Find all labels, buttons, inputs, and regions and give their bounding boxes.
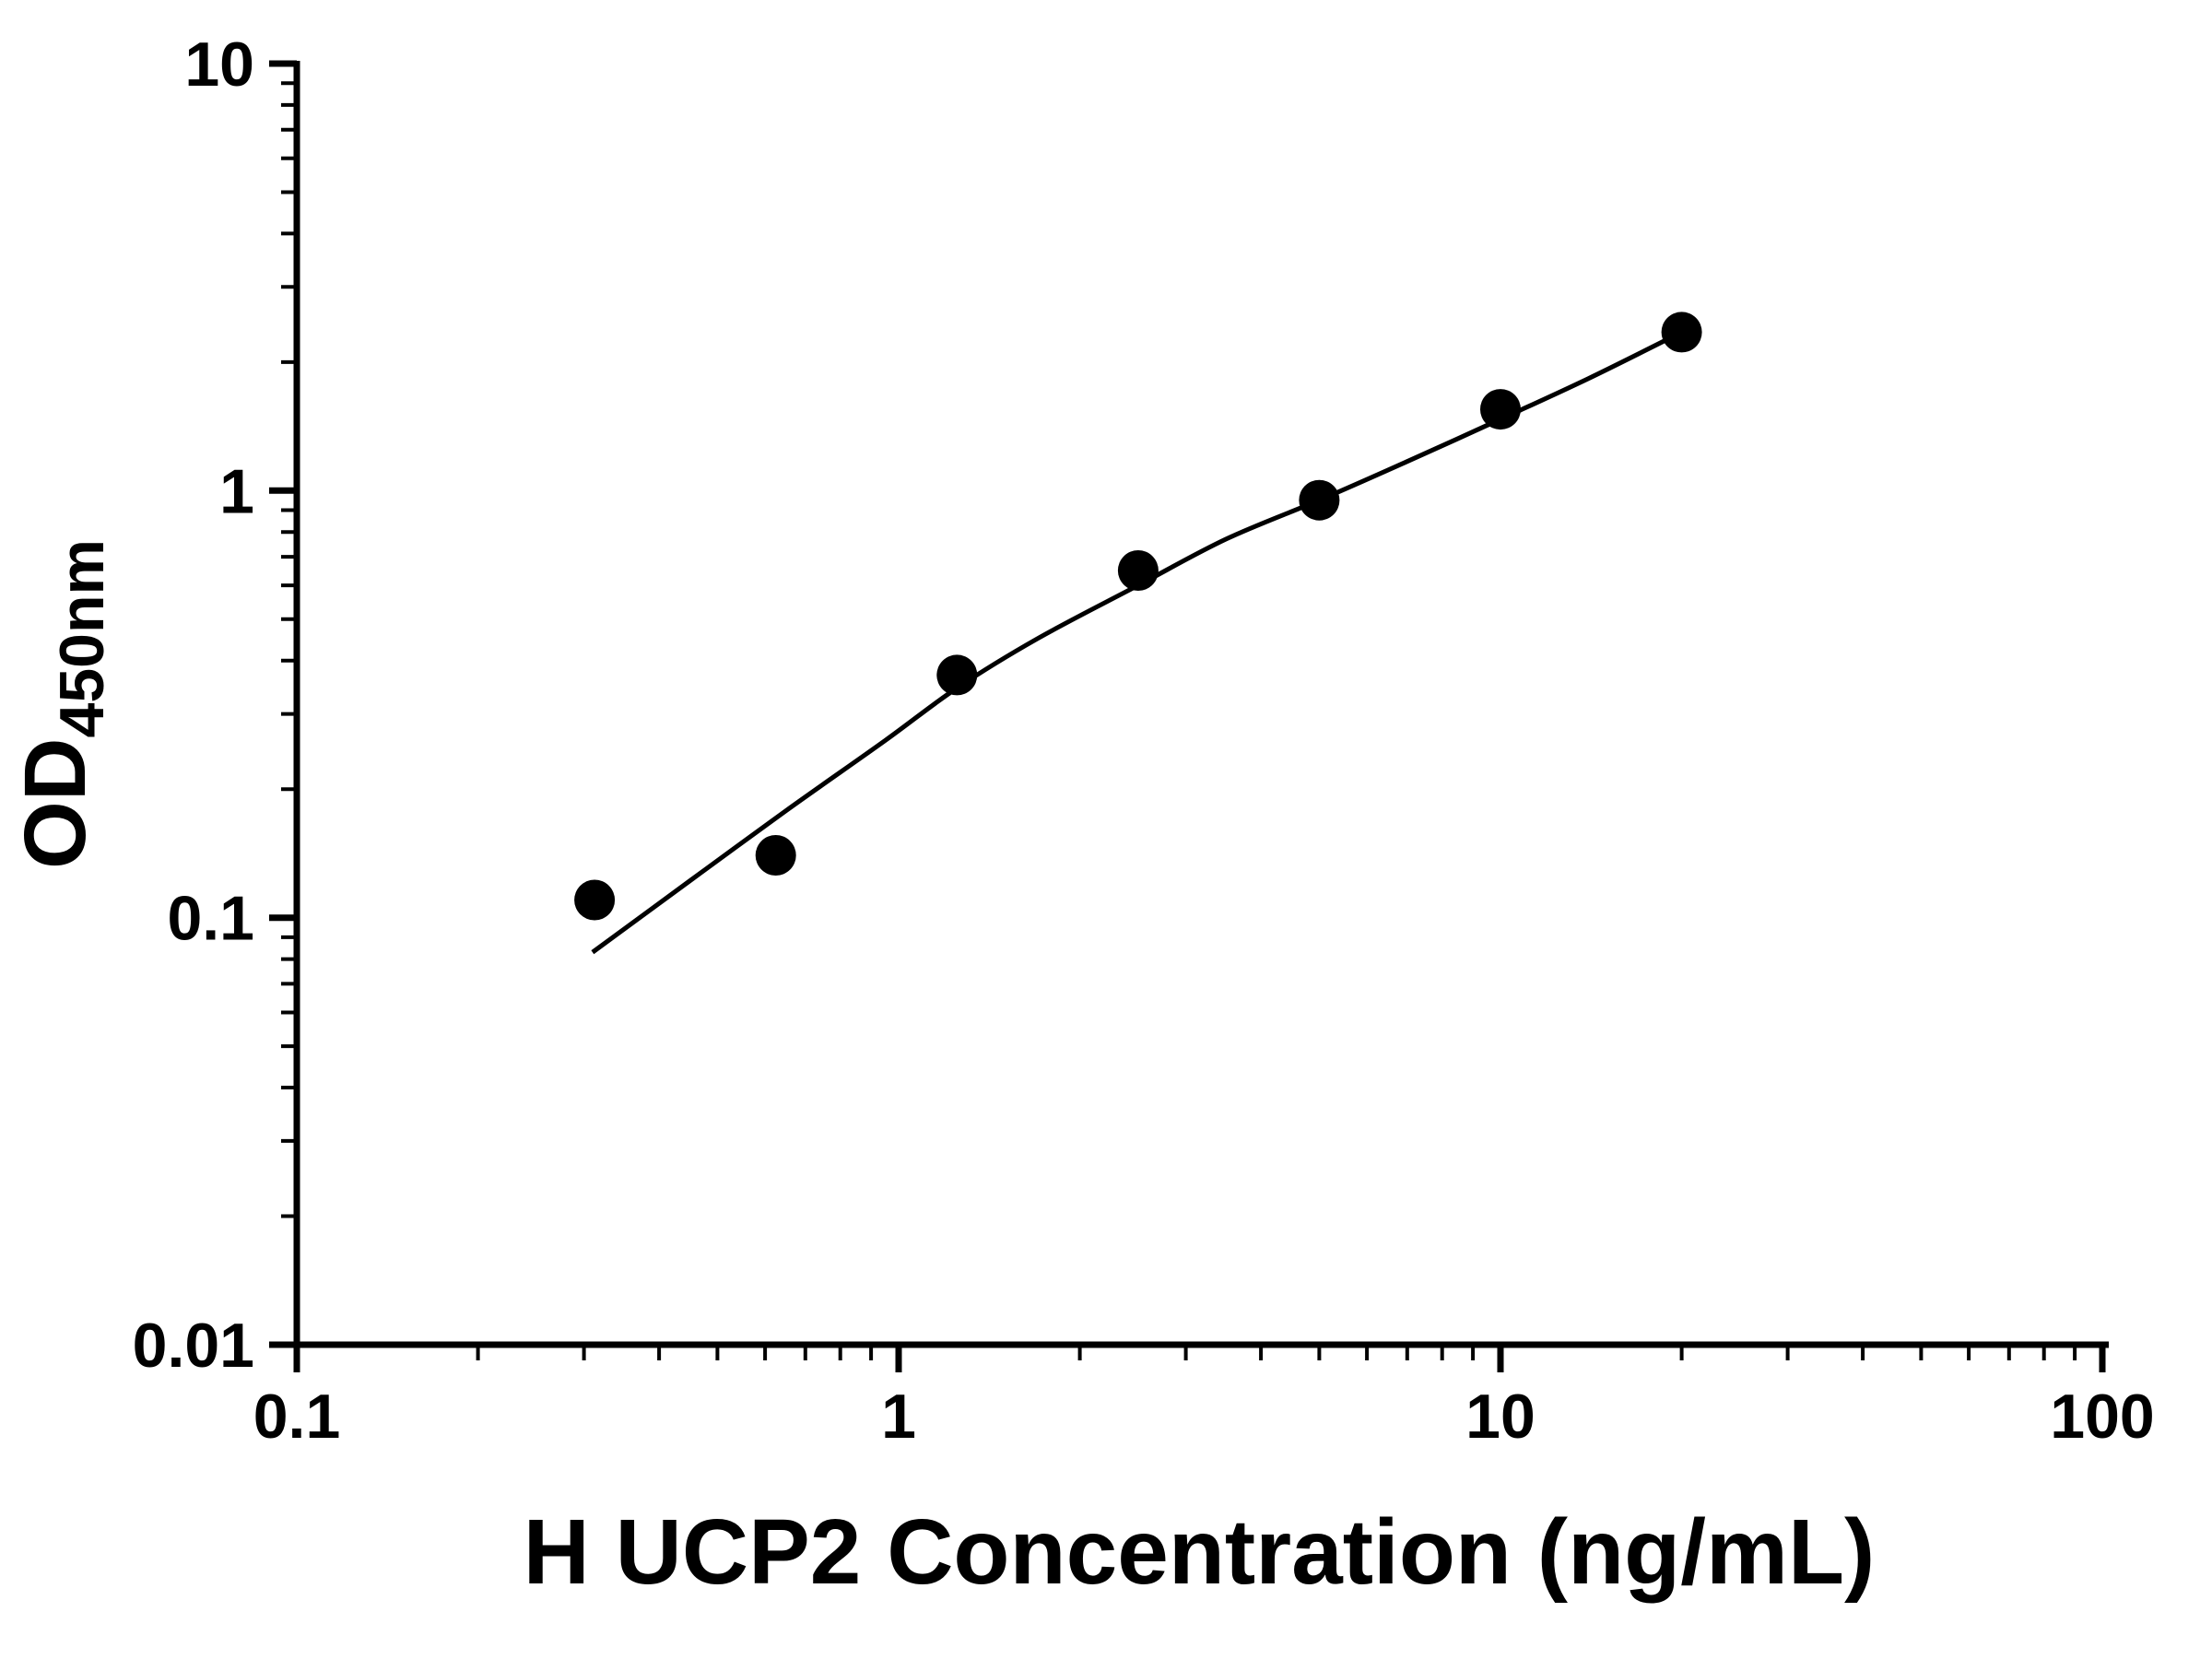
data-point (574, 879, 616, 921)
plot-area (574, 312, 1702, 955)
y-tick-label: 1 (219, 456, 254, 526)
data-point (1480, 389, 1521, 430)
y-axis-title: OD450nm (6, 539, 117, 869)
y-tick-label: 10 (184, 29, 254, 100)
x-tick-label: 100 (2050, 1382, 2154, 1452)
y-axis-title-main: OD (6, 737, 104, 869)
x-tick-label: 0.1 (253, 1382, 341, 1452)
data-point (1299, 479, 1340, 521)
x-axis-title: H UCP2 Concentration (ng/mL) (524, 1500, 1876, 1604)
x-tick-label: 1 (881, 1382, 916, 1452)
y-tick-label: 0.01 (133, 1311, 254, 1381)
y-tick-label: 0.1 (167, 884, 254, 954)
y-axis-title-subscript: 450nm (47, 539, 117, 737)
axis-labels: H UCP2 Concentration (ng/mL) OD450nm 0.1… (6, 29, 2155, 1604)
axis-spines (293, 61, 2109, 1348)
data-point (936, 654, 978, 696)
data-point (1661, 312, 1702, 353)
data-point (755, 835, 796, 876)
axis-ticks (269, 60, 2106, 1372)
data-point (1117, 550, 1159, 591)
x-tick-label: 10 (1465, 1382, 1535, 1452)
